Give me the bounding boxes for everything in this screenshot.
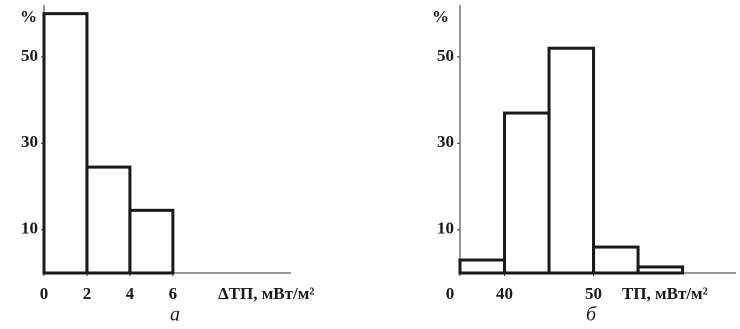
y-axis-label: % bbox=[20, 7, 37, 26]
histogram-bar bbox=[503, 111, 551, 275]
y-tick-label: 10 bbox=[437, 219, 454, 238]
histogram-bar bbox=[547, 46, 596, 275]
x-tick-label: 2 bbox=[83, 284, 92, 303]
x-tick-label: 4 bbox=[126, 284, 135, 303]
y-tick-label: 10 bbox=[21, 219, 38, 238]
subtitle: б bbox=[586, 304, 597, 326]
y-tick-label: 50 bbox=[437, 46, 454, 65]
histogram-bar bbox=[85, 165, 132, 275]
y-tick-label: 30 bbox=[437, 132, 454, 151]
y-tick-label: 30 bbox=[21, 132, 38, 151]
histogram-bar bbox=[128, 208, 175, 275]
histogram-bar bbox=[42, 12, 89, 275]
y-axis-label: % bbox=[432, 7, 449, 26]
x-axis-label: ΔТП, мВт/м² bbox=[218, 284, 314, 303]
x-tick-label: 0 bbox=[446, 284, 455, 303]
histogram-bar bbox=[636, 265, 685, 275]
x-tick-label: 50 bbox=[585, 284, 602, 303]
x-tick-label: 6 bbox=[169, 284, 178, 303]
histogram-bar bbox=[458, 258, 507, 275]
histogram-bar bbox=[592, 245, 640, 275]
y-tick-label: 50 bbox=[21, 46, 38, 65]
x-axis-label: ТП, мВт/м² bbox=[622, 284, 708, 303]
x-tick-label: 0 bbox=[40, 284, 49, 303]
x-tick-label: 40 bbox=[496, 284, 513, 303]
subtitle: а bbox=[170, 304, 180, 326]
